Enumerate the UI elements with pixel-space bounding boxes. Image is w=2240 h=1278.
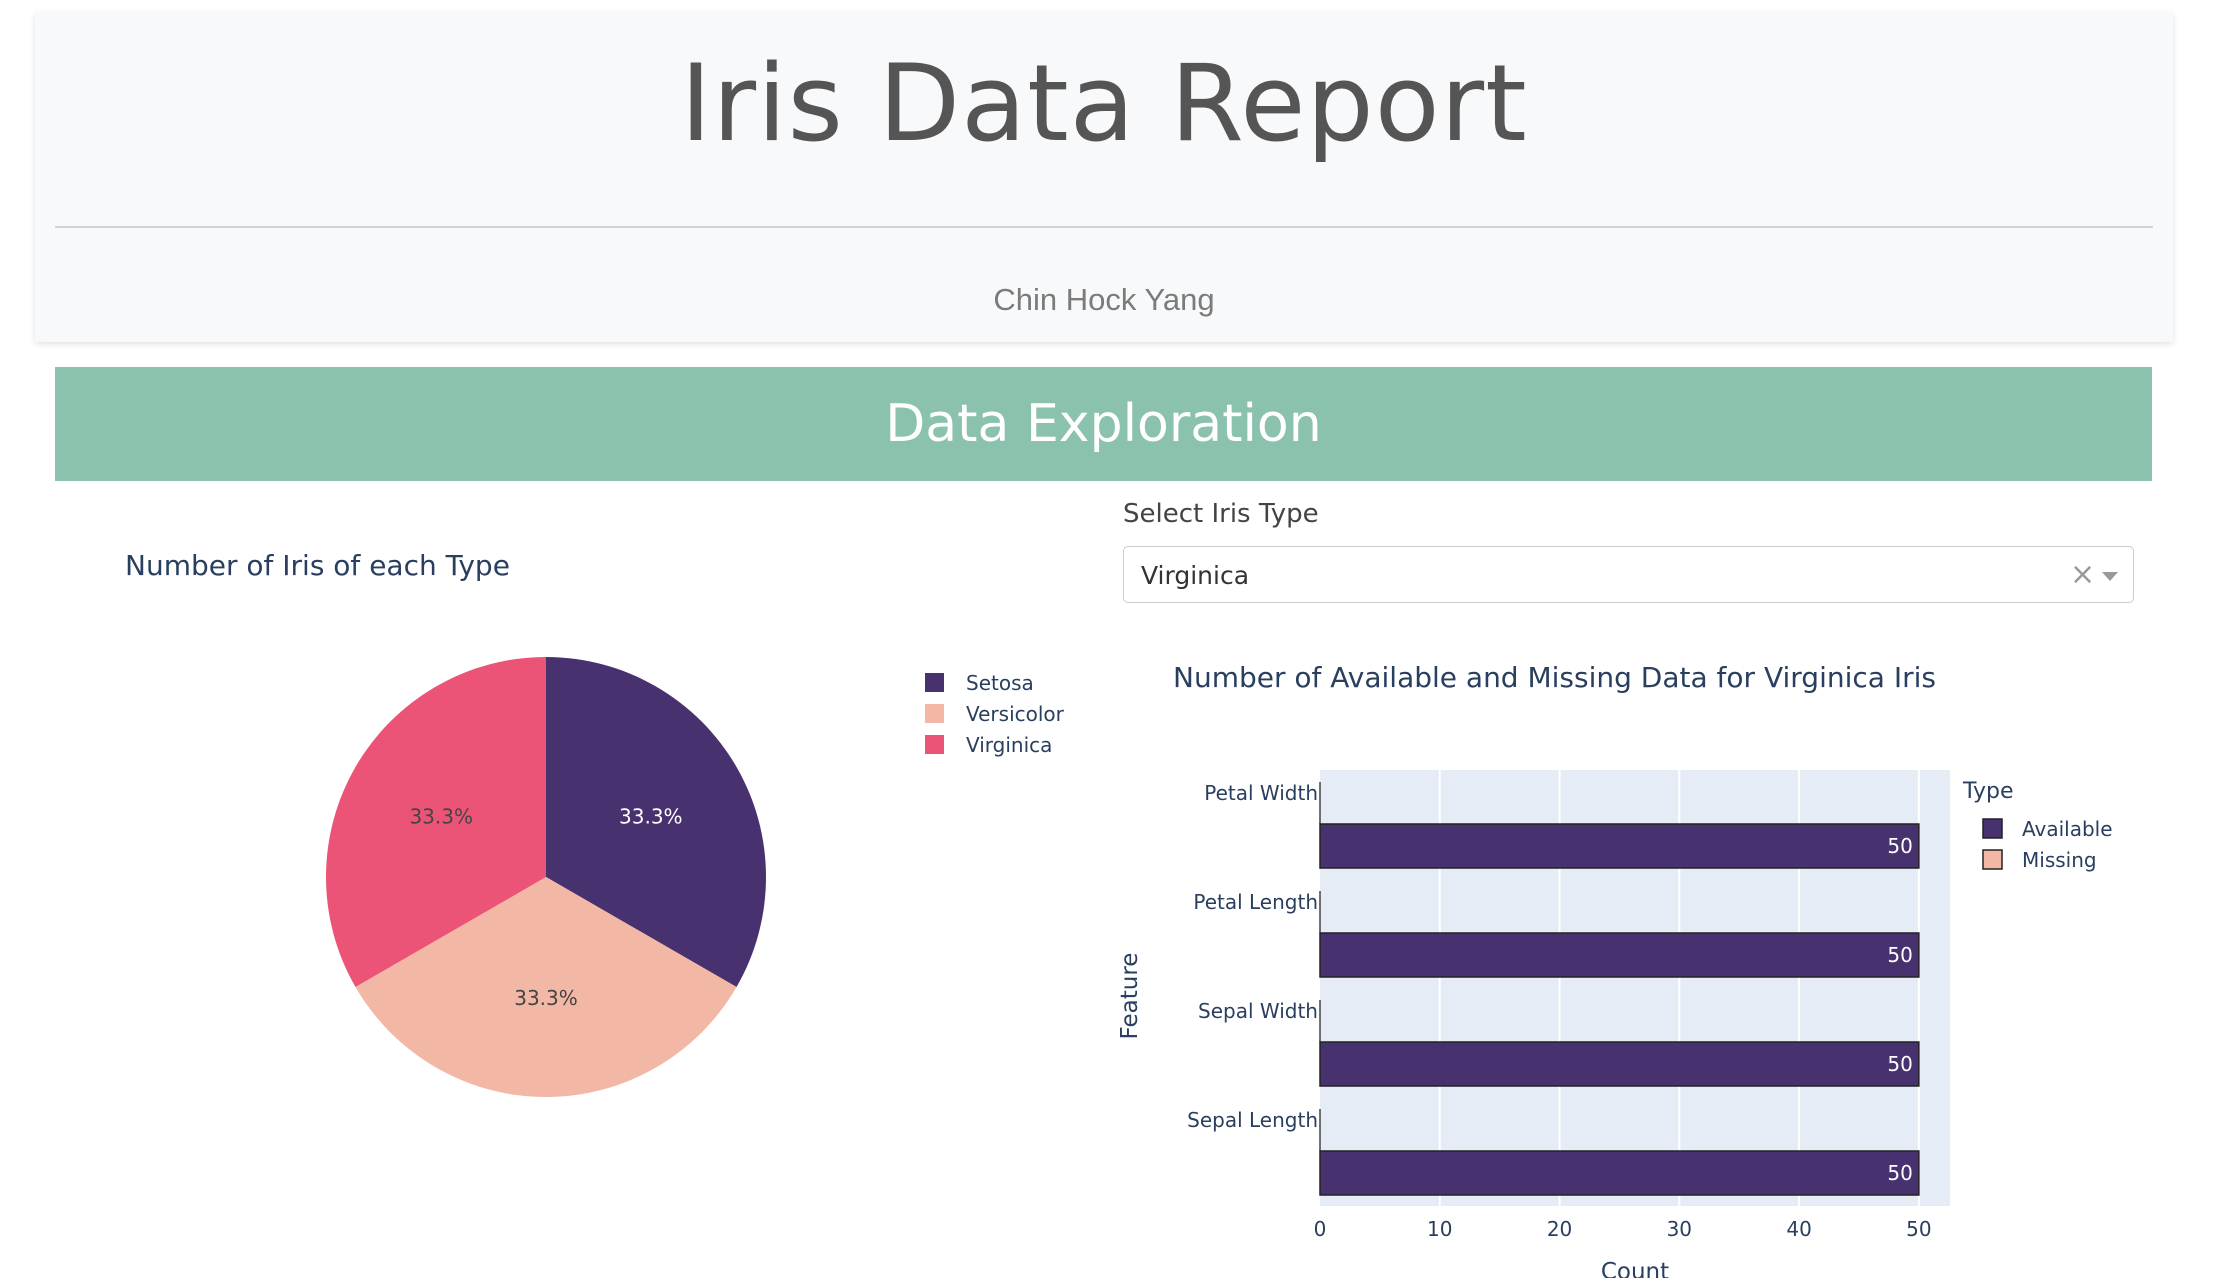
legend-label: Setosa [966,671,1034,695]
chevron-down-icon[interactable] [2102,572,2118,581]
y-tick-label: Petal Width [1204,781,1318,805]
bar-petal-length[interactable] [1319,932,1920,978]
pie-chart-title: Number of Iris of each Type [125,549,510,582]
iris-type-dropdown[interactable]: Virginica × [1123,546,2134,603]
x-tick-label: 10 [1427,1217,1452,1241]
section-title: Data Exploration [885,394,1322,454]
pie-slice-virginica[interactable] [326,657,546,987]
pie-slice-versicolor[interactable] [355,877,737,1097]
dropdown-selected-value: Virginica [1141,561,1250,590]
y-tick-label: Petal Length [1193,890,1318,914]
x-tick-label: 40 [1786,1217,1811,1241]
bar-value-label: 50 [1887,943,1912,967]
pie-slice-label: 33.3% [619,805,683,829]
y-tick-label: Sepal Length [1187,1108,1318,1132]
bar-legend[interactable]: Type Available Missing [1962,779,2113,872]
legend-swatch [925,735,944,754]
legend-title: Type [1962,779,2014,804]
x-tick-label: 30 [1667,1217,1692,1241]
bar-sepal-width[interactable] [1319,1041,1920,1087]
x-tick-label: 50 [1906,1217,1931,1241]
legend-label: Available [2022,817,2113,841]
legend-label: Versicolor [966,702,1065,726]
dropdown-label: Select Iris Type [1123,499,1319,529]
pie-slices [326,657,766,1097]
bar-value-label: 50 [1887,1052,1912,1076]
section-banner: Data Exploration [55,367,2152,481]
pie-slice-label: 33.3% [514,986,578,1010]
bar-chart-title: Number of Available and Missing Data for… [1173,661,1936,694]
clear-icon[interactable]: × [2070,557,2096,592]
legend-item-versicolor[interactable]: Versicolor [925,702,1065,726]
legend-swatch [1982,818,2003,839]
pie-chart: Number of Iris of each Type 33.3%33.3%33… [125,549,1065,1097]
x-tick-label: 0 [1314,1217,1327,1241]
legend-swatch [1982,849,2003,870]
bar-sepal-length[interactable] [1319,1150,1920,1196]
legend-item-available[interactable]: Available [1982,817,2113,841]
bar-plot-area: 0 10 20 30 40 50 50 Sepal Length 50 Sepal Width 50… [1187,770,1950,1241]
bar-value-label: 50 [1887,834,1912,858]
page-title: Iris Data Report [680,42,1528,165]
legend-item-setosa[interactable]: Setosa [925,671,1034,695]
x-axis-label: Count [1601,1259,1669,1278]
legend-item-virginica[interactable]: Virginica [925,733,1052,757]
header-divider [55,226,2153,228]
pie-slice-label: 33.3% [409,805,473,829]
legend-swatch [925,704,944,723]
legend-label: Missing [2022,848,2097,872]
x-tick-label: 20 [1547,1217,1572,1241]
report-header: Iris Data Report Chin Hock Yang [35,12,2173,342]
pie-labels: 33.3% 33.3% 33.3% [409,805,682,1011]
legend-label: Virginica [966,733,1052,757]
legend-swatch [925,673,944,692]
bar-petal-width[interactable] [1319,823,1920,869]
y-axis-label: Feature [1120,953,1143,1040]
pie-slice-setosa[interactable] [546,657,766,987]
bar-value-label: 50 [1887,1161,1912,1185]
author-name: Chin Hock Yang [993,282,1215,317]
pie-legend[interactable]: Setosa Versicolor Virginica [925,671,1065,757]
bar-chart: Number of Available and Missing Data for… [1120,661,2113,1278]
legend-item-missing[interactable]: Missing [1982,848,2097,872]
y-tick-label: Sepal Width [1198,999,1318,1023]
